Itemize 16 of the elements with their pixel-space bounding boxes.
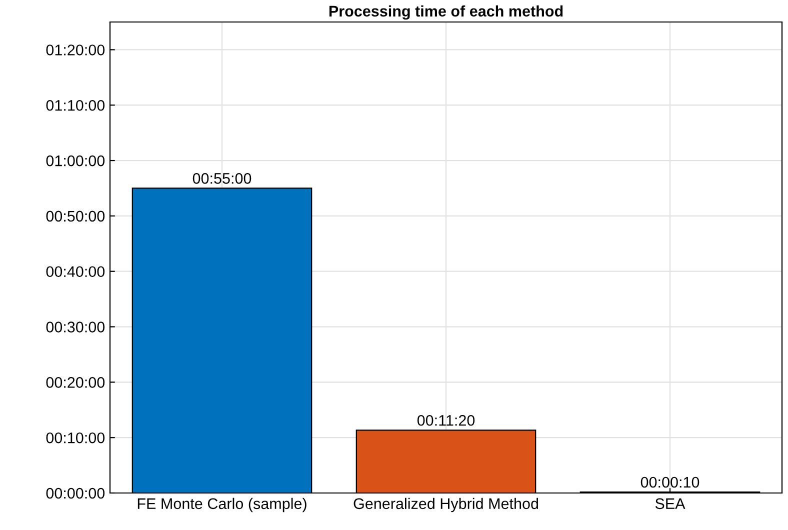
y-tick-label: 00:40:00 xyxy=(46,266,105,278)
y-tick-label: 00:00:00 xyxy=(46,488,105,499)
x-tick-label: Generalized Hybrid Method xyxy=(354,498,538,512)
y-tick-label: 01:00:00 xyxy=(46,155,105,166)
data-label: 00:55:00 xyxy=(192,173,252,184)
chart-title: Processing time of each method xyxy=(329,5,563,20)
y-tick-label: 00:50:00 xyxy=(46,210,105,222)
x-tick-label: SEA xyxy=(655,498,686,510)
data-label: 00:00:10 xyxy=(640,476,700,488)
data-label: 00:11:20 xyxy=(417,414,475,426)
y-tick-label: 00:10:00 xyxy=(46,432,105,444)
y-tick-label: 00:20:00 xyxy=(46,377,105,388)
y-tick-label: 01:20:00 xyxy=(46,44,105,56)
y-tick-label: 00:30:00 xyxy=(46,322,105,332)
x-tick-label: FE Monte Carlo (sample) xyxy=(138,498,306,512)
y-tick-label: 01:10:00 xyxy=(46,100,105,111)
